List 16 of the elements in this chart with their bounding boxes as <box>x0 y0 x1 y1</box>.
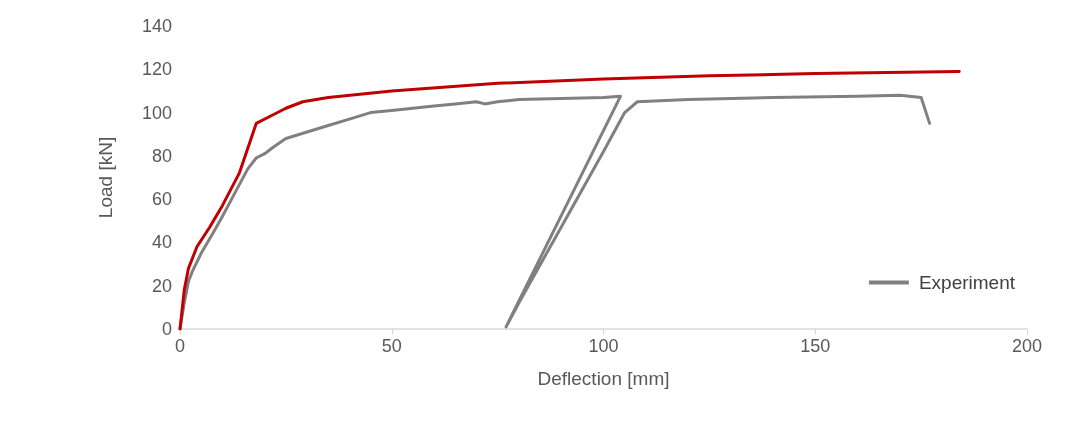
x-tick-label: 150 <box>800 336 831 356</box>
x-axis-title: Deflection [mm] <box>537 368 670 389</box>
y-tick-label: 60 <box>151 189 172 210</box>
y-tick-label: 80 <box>151 145 172 166</box>
y-tick-label: 120 <box>141 59 172 80</box>
y-tick-label: 100 <box>141 102 172 123</box>
y-tick-label: 140 <box>141 16 172 36</box>
x-tick-label: 100 <box>588 336 619 356</box>
legend-label: Experiment <box>918 272 1016 293</box>
x-tick-label: 200 <box>1011 336 1043 356</box>
y-tick-label: 20 <box>151 275 172 296</box>
x-tick-label: 50 <box>381 336 402 356</box>
y-axis-title: Load [kN] <box>95 136 116 219</box>
x-tick-label: 0 <box>174 336 186 356</box>
y-tick-label: 40 <box>151 232 172 253</box>
y-tick-label: 0 <box>161 319 172 339</box>
